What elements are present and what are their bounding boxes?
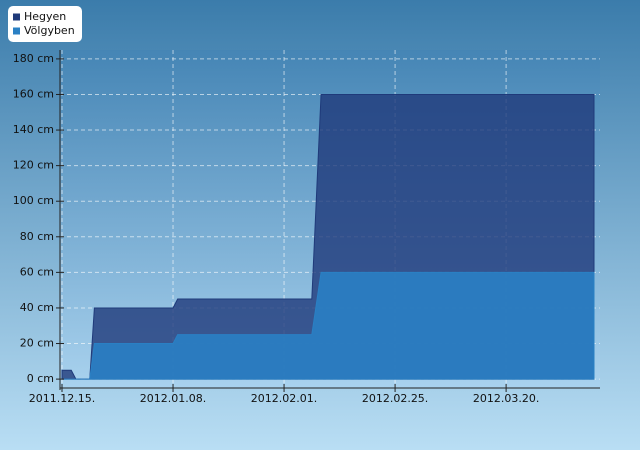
y-tick-label: 160 cm [13, 87, 54, 100]
legend-swatch [13, 13, 20, 21]
y-tick-label: 140 cm [13, 123, 54, 136]
legend-swatch [13, 27, 20, 35]
x-tick-label: 2012.02.01. [251, 392, 317, 405]
x-tick-label: 2012.01.08. [140, 392, 206, 405]
y-tick-label: 40 cm [20, 301, 54, 314]
x-tick-label: 2011.12.15. [29, 392, 95, 405]
y-tick-label: 80 cm [20, 230, 54, 243]
x-tick-label: 2012.02.25. [362, 392, 428, 405]
y-tick-label: 100 cm [13, 194, 54, 207]
y-tick-label: 20 cm [20, 337, 54, 350]
y-tick-label: 0 cm [27, 372, 54, 385]
y-tick-label: 120 cm [13, 159, 54, 172]
y-tick-label: 180 cm [13, 52, 54, 65]
y-tick-label: 60 cm [20, 265, 54, 278]
area [62, 271, 595, 380]
x-tick-label: 2012.03.20. [473, 392, 539, 405]
legend-label: Völgyben [24, 24, 75, 37]
legend [8, 6, 82, 42]
legend-label: Hegyen [24, 10, 66, 23]
